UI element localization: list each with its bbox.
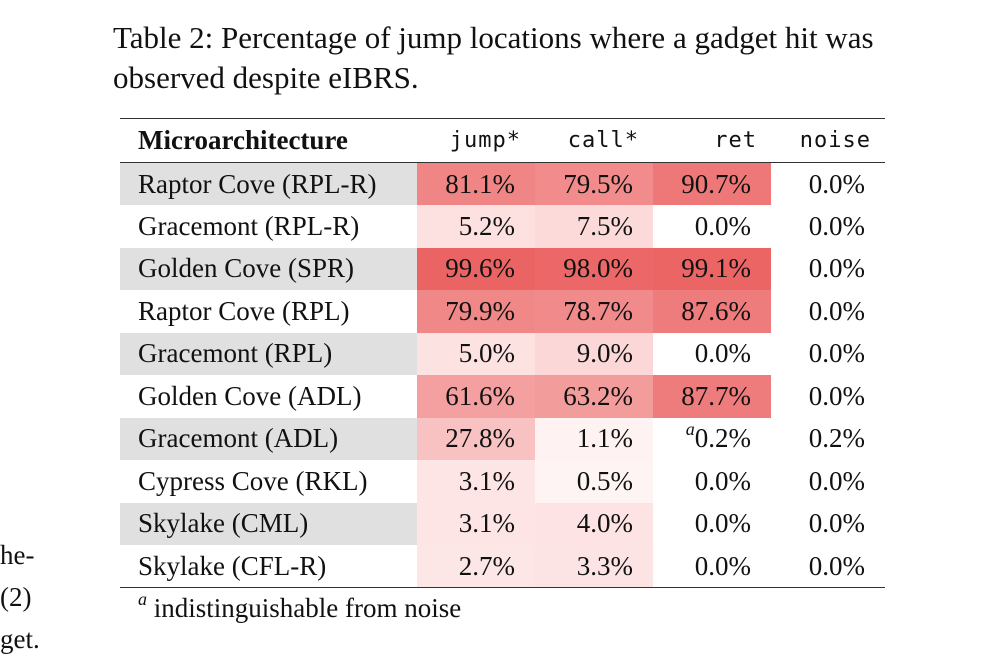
microarchitecture-cell: Raptor Cove (RPL): [138, 295, 350, 326]
header-call: call*: [567, 128, 639, 153]
noise-cell: 0.0%: [808, 210, 865, 241]
microarchitecture-cell: Raptor Cove (RPL-R): [120, 162, 417, 205]
left-column-fragment: (2): [0, 582, 32, 612]
ret-cell: 90.7%: [653, 162, 771, 205]
noise-cell: 0.0%: [808, 508, 865, 539]
table-row: Gracemont (RPL) 5.0% 9.0% 0.0% 0.0%: [120, 332, 885, 375]
results-table: Microarchitecture jump* call* ret noise …: [120, 118, 885, 588]
jump-cell: 2.7%: [417, 545, 535, 588]
microarchitecture-cell: Gracemont (RPL): [120, 332, 417, 375]
table-row: Cypress Cove (RKL) 3.1% 0.5% 0.0% 0.0%: [120, 460, 885, 503]
ret-cell: 0.0%: [653, 332, 771, 375]
noise-cell: 0.0%: [808, 295, 865, 326]
call-cell: 1.1%: [535, 417, 653, 460]
jump-cell: 3.1%: [417, 460, 535, 503]
call-cell: 98.0%: [535, 247, 653, 290]
call-cell: 78.7%: [535, 290, 653, 333]
jump-cell: 5.2%: [417, 205, 535, 248]
noise-cell: 0.0%: [808, 338, 865, 369]
ret-cell: 0.0%: [653, 460, 771, 503]
header-microarchitecture: Microarchitecture: [138, 125, 348, 155]
table-row: Raptor Cove (RPL) 79.9% 78.7% 87.6% 0.0%: [120, 290, 885, 333]
jump-cell: 81.1%: [417, 162, 535, 205]
microarchitecture-cell: Golden Cove (ADL): [138, 380, 362, 411]
footnote-marker: a: [138, 589, 147, 609]
noise-cell: 0.0%: [808, 465, 865, 496]
call-cell: 3.3%: [535, 545, 653, 588]
ret-value: 0.2%: [694, 423, 751, 454]
table-caption: Table 2: Percentage of jump locations wh…: [113, 18, 933, 98]
ret-cell: 87.7%: [653, 375, 771, 418]
call-cell: 9.0%: [535, 332, 653, 375]
left-column-fragment: he-: [0, 540, 35, 570]
jump-cell: 3.1%: [417, 502, 535, 545]
table-row: Skylake (CFL-R) 2.7% 3.3% 0.0% 0.0%: [120, 545, 885, 588]
jump-cell: 79.9%: [417, 290, 535, 333]
table-row: Gracemont (RPL-R) 5.2% 7.5% 0.0% 0.0%: [120, 205, 885, 248]
table-footnote: a indistinguishable from noise: [138, 589, 462, 624]
table-row: Skylake (CML) 3.1% 4.0% 0.0% 0.0%: [120, 502, 885, 545]
noise-cell: 0.0%: [808, 550, 865, 581]
noise-cell: 0.2%: [808, 423, 865, 454]
header-jump: jump*: [449, 128, 521, 153]
table-header-row: Microarchitecture jump* call* ret noise: [120, 118, 885, 163]
noise-cell: 0.0%: [808, 380, 865, 411]
noise-cell: 0.0%: [808, 253, 865, 284]
footnote-marker: a: [685, 419, 695, 440]
ret-cell: a0.2%: [653, 417, 771, 460]
call-cell: 0.5%: [535, 460, 653, 503]
microarchitecture-cell: Gracemont (ADL): [120, 417, 417, 460]
call-cell: 63.2%: [535, 375, 653, 418]
microarchitecture-cell: Gracemont (RPL-R): [138, 210, 360, 241]
microarchitecture-cell: Skylake (CML): [120, 502, 417, 545]
table-row: Raptor Cove (RPL-R) 81.1% 79.5% 90.7% 0.0%: [120, 162, 885, 205]
header-ret: ret: [714, 128, 757, 153]
table-row: Gracemont (ADL) 27.8% 1.1% a0.2% 0.2%: [120, 417, 885, 460]
header-noise: noise: [799, 128, 871, 153]
ret-cell: 87.6%: [653, 290, 771, 333]
microarchitecture-cell: Cypress Cove (RKL): [138, 465, 368, 496]
microarchitecture-cell: Skylake (CFL-R): [138, 550, 327, 581]
jump-cell: 99.6%: [417, 247, 535, 290]
ret-cell: 0.0%: [653, 545, 771, 588]
ret-cell: 99.1%: [653, 247, 771, 290]
caption-line-2: observed despite eIBRS.: [113, 60, 419, 95]
noise-cell: 0.0%: [808, 168, 865, 199]
jump-cell: 5.0%: [417, 332, 535, 375]
ret-cell: 0.0%: [653, 205, 771, 248]
caption-line-1: Table 2: Percentage of jump locations wh…: [113, 20, 874, 55]
call-cell: 4.0%: [535, 502, 653, 545]
left-column-fragment: get.: [0, 624, 40, 654]
ret-cell: 0.0%: [653, 502, 771, 545]
table-body: Raptor Cove (RPL-R) 81.1% 79.5% 90.7% 0.0% Gr…: [120, 162, 885, 588]
call-cell: 79.5%: [535, 162, 653, 205]
jump-cell: 27.8%: [417, 417, 535, 460]
call-cell: 7.5%: [535, 205, 653, 248]
table-row: Golden Cove (ADL) 61.6% 63.2% 87.7% 0.0%: [120, 375, 885, 418]
table-row: Golden Cove (SPR) 99.6% 98.0% 99.1% 0.0%: [120, 247, 885, 290]
microarchitecture-cell: Golden Cove (SPR): [120, 247, 417, 290]
jump-cell: 61.6%: [417, 375, 535, 418]
footnote-text: indistinguishable from noise: [153, 593, 462, 623]
